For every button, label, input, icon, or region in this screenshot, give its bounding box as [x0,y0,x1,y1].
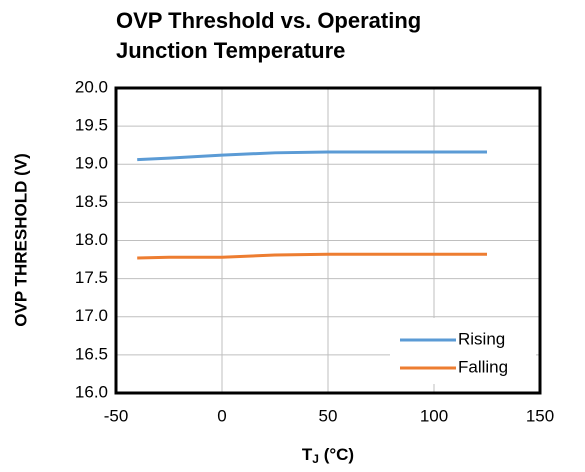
legend-box [390,318,536,384]
y-tick-label: 19.5 [75,116,108,135]
x-tick-label: 50 [319,406,338,425]
series-line [137,252,487,260]
legend-label: Rising [458,329,505,348]
y-tick-label: 20.0 [75,77,108,96]
y-tick-label: 17.5 [75,268,108,287]
y-axis-label: OVP THRESHOLD (V) [11,153,30,326]
plot-frame [114,86,542,395]
y-tick-label: 19.0 [75,154,108,173]
y-tick-label: 17.0 [75,306,108,325]
x-axis-label-main: T [302,445,313,464]
y-tick-label: 16.0 [75,382,108,401]
x-tick-label: 150 [526,406,554,425]
chart-title: Junction Temperature [116,38,345,63]
y-tick-label: 16.5 [75,344,108,363]
x-tick-label: -50 [104,406,129,425]
series-line [137,150,487,162]
x-axis-label-rest: (°C) [319,445,354,464]
legend-label: Falling [458,357,508,376]
chart-title: OVP Threshold vs. Operating [116,8,421,33]
y-tick-label: 18.5 [75,192,108,211]
x-axis-label: TJ (°C) [302,445,354,466]
x-axis-label-sub: J [312,452,319,466]
x-tick-label: 100 [420,406,448,425]
x-tick-label: 0 [217,406,226,425]
y-tick-label: 18.0 [75,230,108,249]
